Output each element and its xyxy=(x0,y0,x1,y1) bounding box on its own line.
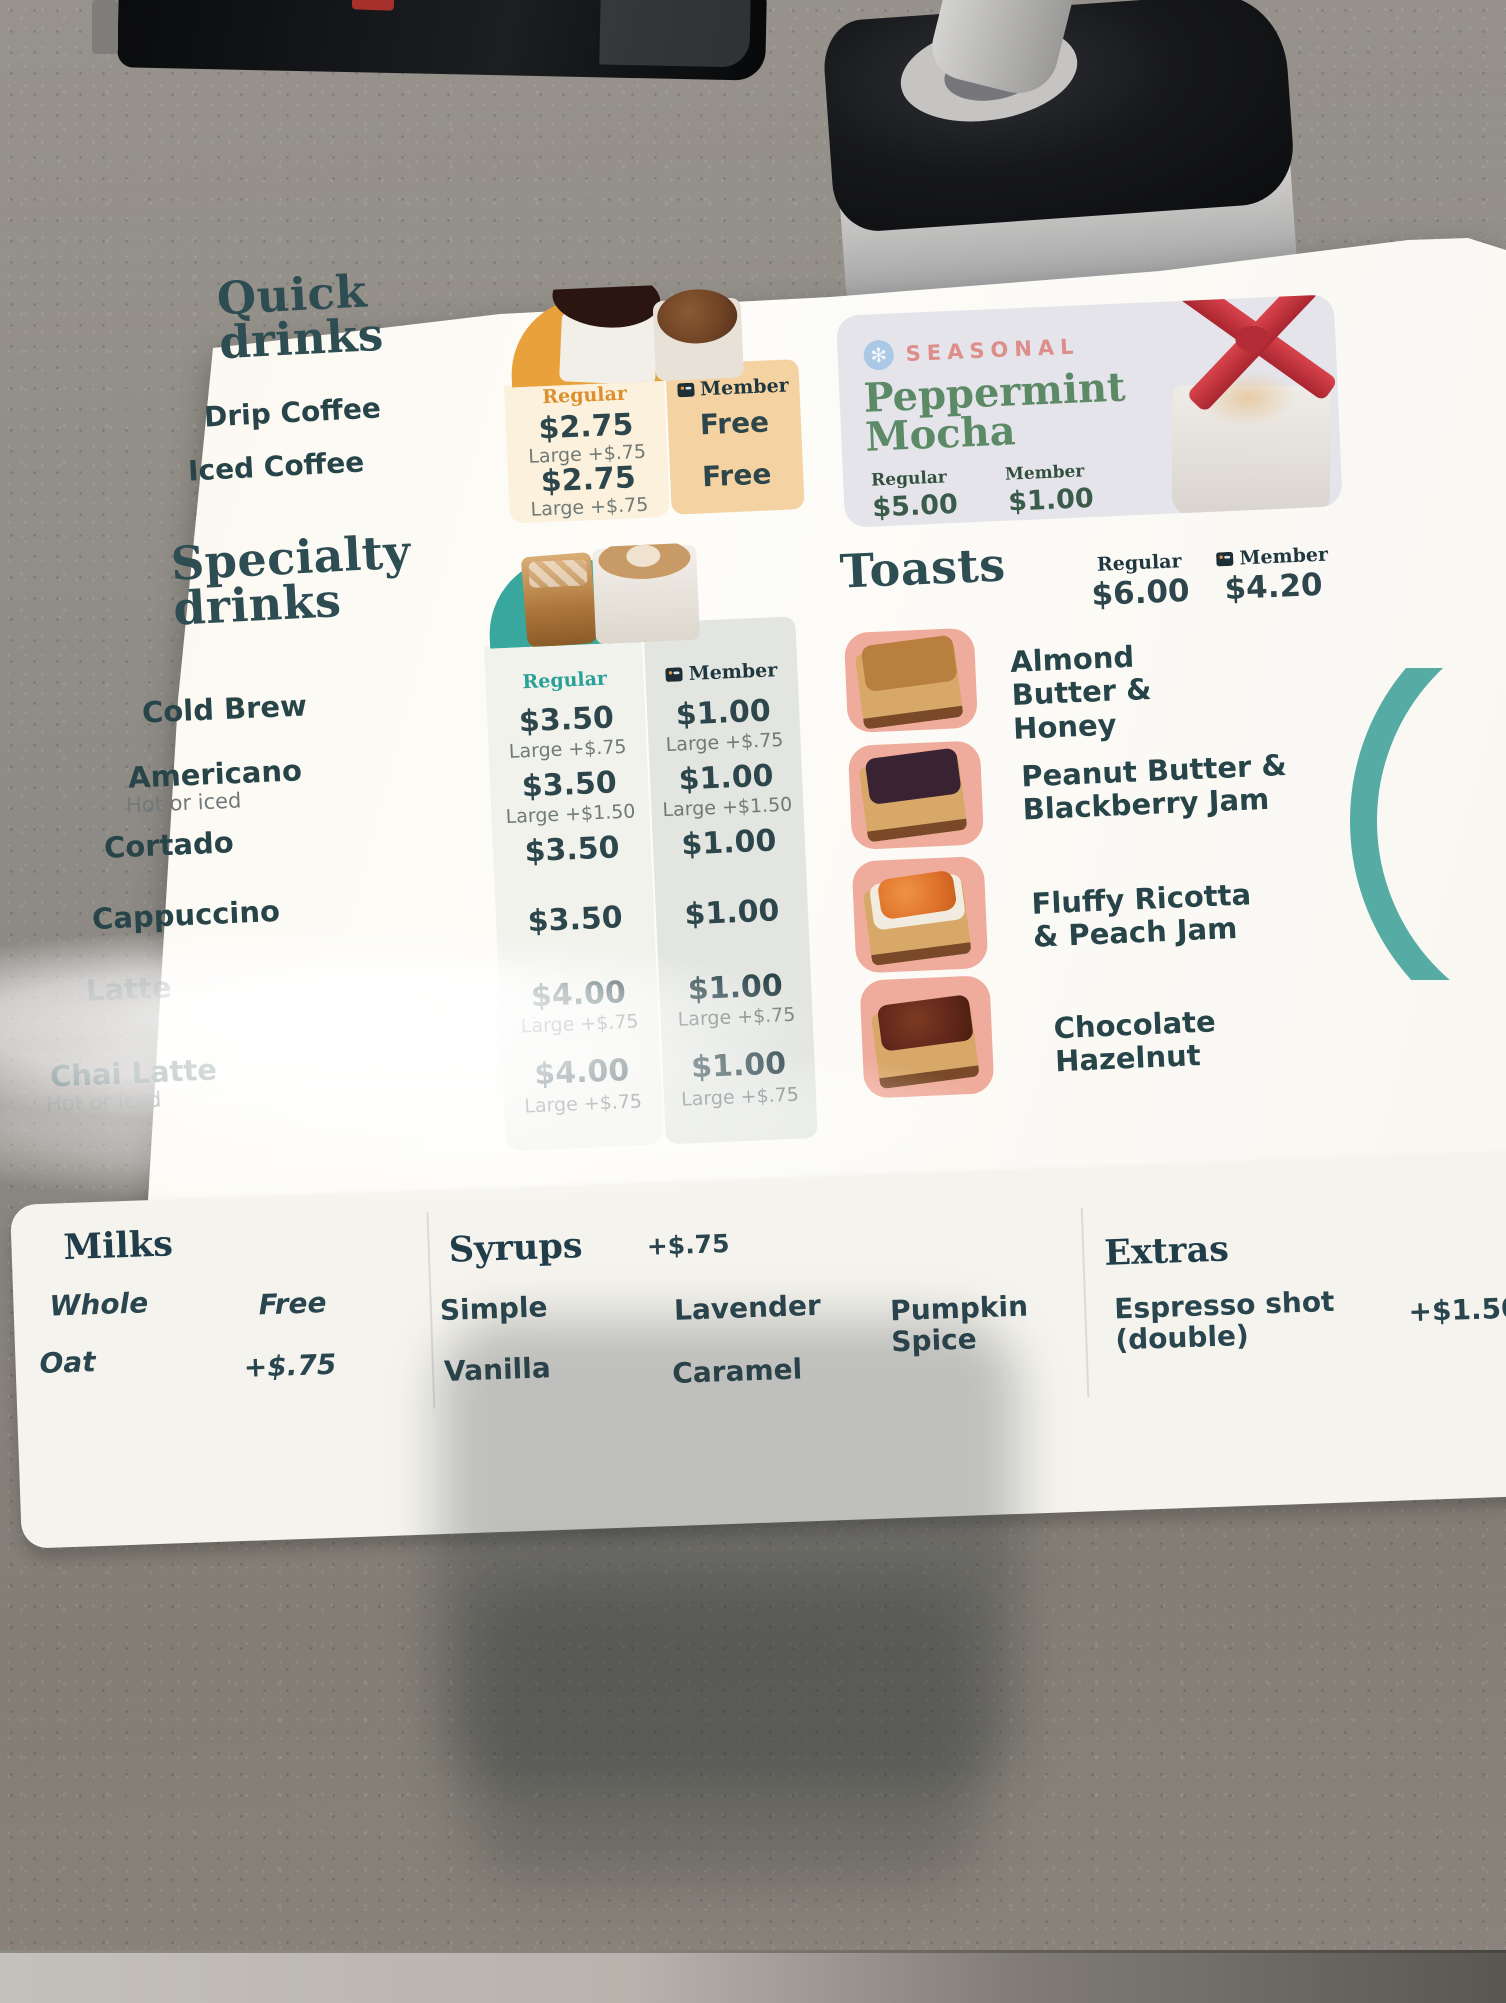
toasts-title: Toasts xyxy=(838,537,1007,599)
seasonal-regular-label: Regular xyxy=(870,467,948,491)
syrup-simple: Simple xyxy=(439,1290,549,1328)
toast-row-fluffy-ricotta: Fluffy Ricotta & Peach Jam xyxy=(851,842,1297,981)
specialty-item-cortado: Cortado xyxy=(103,825,235,865)
quick-photo-area xyxy=(500,279,799,388)
specialty-photo-area xyxy=(480,538,796,649)
snowflake-icon: ✻ xyxy=(863,339,895,371)
teal-arc-accent xyxy=(1350,668,1506,980)
member-badge-icon xyxy=(676,382,695,398)
milk-oat-price: +$.75 xyxy=(243,1347,337,1384)
toasts-member-price: $4.20 xyxy=(1223,566,1324,608)
specialty-item-americano-note: Hot or iced xyxy=(125,788,242,818)
syrup-pumpkin-spice: Pumpkin Spice xyxy=(889,1289,1029,1359)
strip-divider-1 xyxy=(426,1212,436,1409)
toast-image-fluffy-ricotta xyxy=(851,855,989,974)
toast-label-chocolate-hazelnut: Chocolate Hazelnut xyxy=(1052,1004,1217,1079)
syrup-vanilla: Vanilla xyxy=(443,1351,552,1388)
specialty-drinks-title: Specialty drinks xyxy=(169,524,412,636)
toast-image-almond-butter xyxy=(843,627,979,734)
milk-whole-label: Whole xyxy=(48,1286,149,1323)
specialty-item-cold-brew: Cold Brew xyxy=(141,688,308,730)
seasonal-badge-row: ✻ SEASONAL xyxy=(863,331,1081,371)
extras-title: Extras xyxy=(1103,1228,1230,1274)
toasts-regular-price: $6.00 xyxy=(1090,572,1191,614)
device-side-strip xyxy=(92,0,118,54)
milk-whole-price: Free xyxy=(258,1286,328,1322)
syrup-lavender: Lavender xyxy=(673,1288,822,1327)
toasts-member-header-label: Member xyxy=(1238,543,1329,570)
seasonal-member-price: $1.00 xyxy=(1007,482,1095,518)
specialty-member-header-label: Member xyxy=(688,659,778,686)
seasonal-regular-price: $5.00 xyxy=(871,488,959,524)
specialty-item-chai-latte-note: Hot or iced xyxy=(45,1087,162,1117)
toast-image-peanut-butter xyxy=(847,740,985,850)
counter-edge xyxy=(0,1950,1506,2003)
toast-row-almond-butter: Almond Butter & Honey xyxy=(843,615,1268,746)
quick-member-header: Member xyxy=(666,374,800,402)
seasonal-drink-name: Peppermint Mocha xyxy=(862,363,1127,462)
quick-iced-member-price: Free xyxy=(701,457,772,494)
toast-label-peanut-butter: Peanut Butter & Blackberry Jam xyxy=(1020,747,1288,827)
syrups-title: Syrups xyxy=(448,1225,584,1271)
toast-row-chocolate-hazelnut: Chocolate Hazelnut xyxy=(859,963,1264,1106)
seasonal-badge-label: SEASONAL xyxy=(905,334,1081,366)
ice-cubes xyxy=(528,559,588,588)
seasonal-member-label: Member xyxy=(1004,461,1085,485)
specialty-item-chai-latte: Chai Latte xyxy=(49,1052,218,1094)
specialty-item-latte: Latte xyxy=(85,970,173,1008)
toasts-regular-price-block: Regular $6.00 xyxy=(1081,549,1199,614)
quick-drinks-title: Quick drinks xyxy=(215,264,385,370)
member-badge-icon xyxy=(665,667,683,682)
toast-image-chocolate-hazelnut xyxy=(859,975,995,1099)
milks-title: Milks xyxy=(62,1223,174,1269)
syrup-caramel: Caramel xyxy=(671,1352,803,1390)
toasts-member-price-block: Member $4.20 xyxy=(1207,543,1339,608)
specialty-member-header: Member xyxy=(645,658,798,687)
quick-price-panel: Regular $2.75 Large +$.75 $2.75 Large +$… xyxy=(500,279,805,526)
quick-member-header-label: Member xyxy=(699,374,790,401)
extra-espresso-shot-price: +$1.50 xyxy=(1408,1291,1506,1329)
specialty-price-panel: Regular Member $3.50 Large +$.75 $1.00 L… xyxy=(480,538,818,1152)
member-badge-icon xyxy=(1216,551,1234,567)
extra-espresso-shot-label: Espresso shot (double) xyxy=(1113,1284,1335,1357)
strip-divider-2 xyxy=(1080,1207,1090,1398)
seasonal-panel: ✻ SEASONAL Peppermint Mocha Regular $5.0… xyxy=(836,294,1343,528)
quick-drip-member-price: Free xyxy=(699,405,770,442)
milk-oat-label: Oat xyxy=(38,1345,97,1381)
toasts-member-header: Member xyxy=(1207,543,1338,571)
syrups-surcharge: +$.75 xyxy=(646,1228,730,1261)
toast-label-fluffy-ricotta: Fluffy Ricotta & Peach Jam xyxy=(1030,877,1252,955)
modifiers-strip: Milks Whole Free Oat +$.75 Syrups +$.75 … xyxy=(10,1150,1506,1549)
toast-row-peanut-butter: Peanut Butter & Blackberry Jam xyxy=(847,726,1312,858)
